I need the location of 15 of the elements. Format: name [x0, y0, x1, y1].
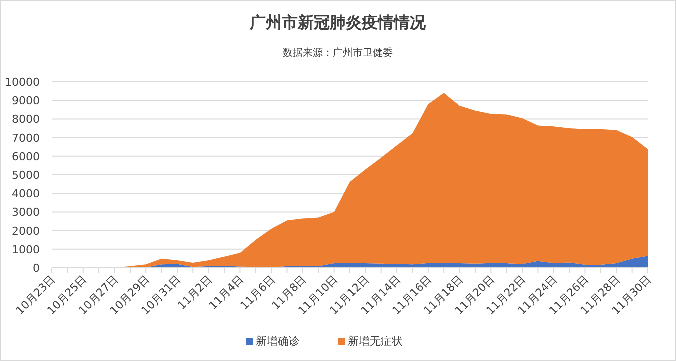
chart-title: 广州市新冠肺炎疫情情况 [249, 13, 427, 32]
y-tick-label: 2000 [12, 224, 40, 238]
y-tick-label: 10000 [5, 76, 40, 89]
y-tick-label: 4000 [12, 188, 40, 201]
legend-label: 新增无症状 [348, 335, 403, 348]
legend-label: 新增确诊 [256, 335, 300, 348]
y-tick-label: 0 [33, 262, 40, 275]
y-tick-label: 6000 [12, 150, 40, 164]
y-tick-label: 1000 [12, 243, 40, 256]
y-tick-label: 8000 [12, 113, 40, 126]
y-tick-label: 9000 [12, 94, 40, 108]
y-tick-label: 3000 [12, 206, 40, 220]
y-tick-label: 5000 [12, 169, 40, 182]
chart-subtitle: 数据来源：广州市卫健委 [283, 47, 393, 59]
y-tick-label: 7000 [12, 132, 40, 145]
